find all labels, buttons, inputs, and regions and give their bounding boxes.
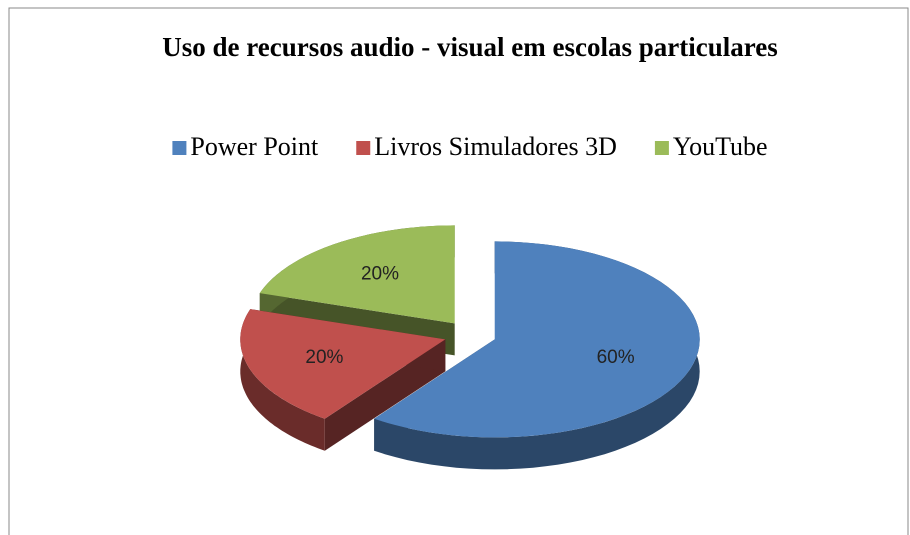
data-label: 20% [361,263,399,284]
slice-side [374,241,700,470]
legend-swatch [654,141,669,155]
slice-side [240,309,325,451]
data-label: 20% [305,347,343,368]
slice-cut-face [324,339,446,451]
legend-swatch [172,141,187,155]
legend-swatch [356,141,371,155]
chart-title: Uso de recursos audio - visual em escola… [162,32,778,62]
legend-label: Livros Simuladores 3D [374,132,617,161]
legend-label: Power Point [190,132,319,161]
slice-top [259,225,455,324]
data-label: 60% [597,347,635,368]
pie-slice [240,309,446,451]
legend-label: YouTube [673,132,768,161]
slice-top [374,241,700,438]
pie-slice [374,241,700,470]
slice-top [240,309,446,419]
